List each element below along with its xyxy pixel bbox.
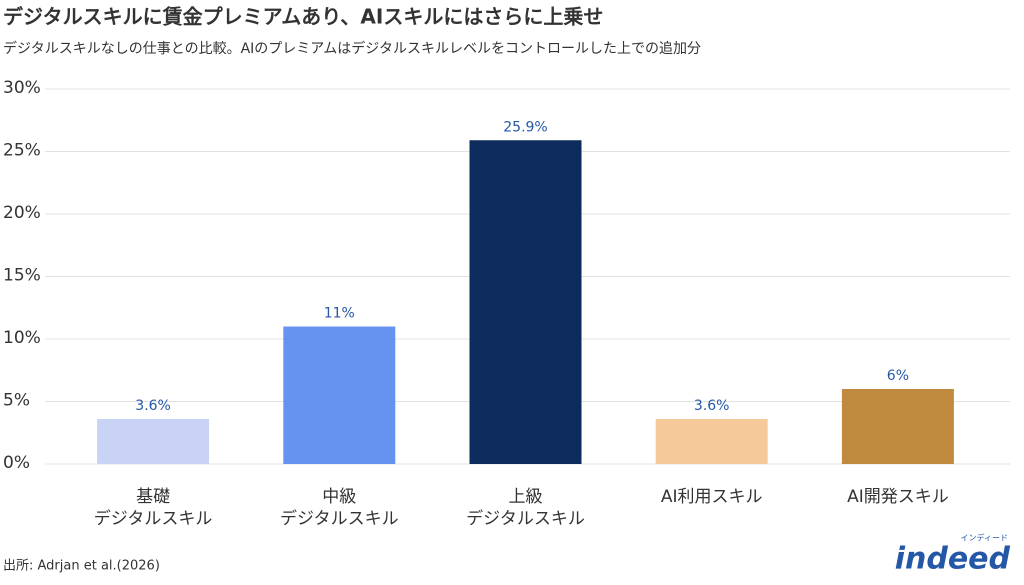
y-tick-label: 25%: [3, 141, 41, 161]
chart-title: デジタルスキルに賃金プレミアムあり、AIスキルにはさらに上乗せ: [3, 5, 603, 29]
y-tick-label: 15%: [3, 266, 41, 286]
y-tick-label: 30%: [3, 78, 41, 98]
x-tick-label: 上級: [509, 487, 543, 507]
value-label: 11%: [324, 306, 355, 322]
x-tick-label: デジタルスキル: [466, 508, 585, 529]
y-tick-label: 20%: [3, 203, 41, 223]
bar: [841, 389, 954, 464]
x-tick-label: 中級: [322, 487, 356, 507]
bar: [97, 419, 210, 464]
bar: [655, 419, 768, 464]
value-label: 3.6%: [694, 398, 730, 414]
value-label: 25.9%: [503, 119, 547, 135]
bar: [469, 140, 582, 464]
x-tick-label: デジタルスキル: [280, 508, 399, 529]
logo: indeed: [895, 542, 1011, 577]
y-tick-label: 10%: [3, 328, 41, 348]
x-tick-label: AI開発スキル: [847, 487, 949, 507]
value-label: 3.6%: [135, 398, 171, 414]
source: 出所: Adrjan et al.(2026): [3, 559, 160, 574]
x-tick-label: 基礎: [136, 487, 170, 507]
bar: [283, 326, 396, 464]
y-tick-label: 5%: [3, 391, 30, 411]
y-tick-label: 0%: [3, 453, 30, 473]
logo-subtext: インディード: [961, 533, 1008, 543]
chart-subtitle: デジタルスキルなしの仕事との比較。AIのプレミアムはデジタルスキルレベルをコント…: [3, 40, 701, 57]
value-label: 6%: [887, 368, 909, 384]
x-tick-label: AI利用スキル: [661, 487, 763, 507]
x-tick-label: デジタルスキル: [94, 508, 213, 529]
